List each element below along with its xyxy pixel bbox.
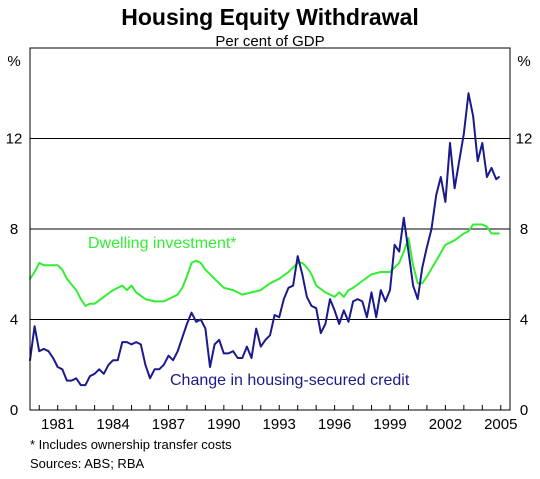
- x-tick-label: 1987: [152, 416, 185, 433]
- x-tick-label: 1984: [96, 416, 129, 433]
- x-tick-label: 1996: [318, 416, 351, 433]
- y-axis-unit-right: %: [517, 53, 530, 70]
- y-tick-label-left: 0: [10, 402, 18, 419]
- y-tick-label-right: 0: [520, 402, 528, 419]
- x-tick-label: 2002: [429, 416, 462, 433]
- housing-credit-label: Change in housing-secured credit: [170, 372, 410, 389]
- x-tick-label: 1981: [41, 416, 74, 433]
- chart-subtitle: Per cent of GDP: [215, 33, 324, 50]
- y-tick-label-left: 4: [10, 312, 18, 329]
- sources-note: Sources: ABS; RBA: [30, 456, 144, 471]
- y-tick-label-right: 4: [520, 312, 528, 329]
- chart-title: Housing Equity Withdrawal: [121, 4, 419, 30]
- plot-frame: [29, 47, 511, 411]
- x-tick-labels: 1981 1984 1987 1990 1993 1996 1999 2002 2005: [38, 405, 517, 433]
- dwelling-investment-label: Dwelling investment*: [88, 235, 237, 252]
- housing-credit-line: [29, 92, 500, 387]
- y-tick-label-left: 8: [10, 221, 18, 238]
- y-tick-labels: 0 0 4 4 8 8 12 12: [6, 131, 533, 420]
- y-tick-label-left: 12: [6, 131, 23, 148]
- footnote: * Includes ownership transfer costs: [30, 437, 232, 452]
- x-tick-label: 2005: [484, 416, 517, 433]
- x-tick-label: 1990: [207, 416, 240, 433]
- dwelling-investment-line: [29, 223, 500, 307]
- x-tick-label: 1999: [373, 416, 406, 433]
- series-lines: [29, 92, 500, 387]
- grid-lines: [30, 138, 510, 320]
- y-tick-label-right: 8: [520, 221, 528, 238]
- y-axis-unit-left: %: [7, 53, 20, 70]
- x-tick-label: 1993: [263, 416, 296, 433]
- y-tick-label-right: 12: [516, 131, 533, 148]
